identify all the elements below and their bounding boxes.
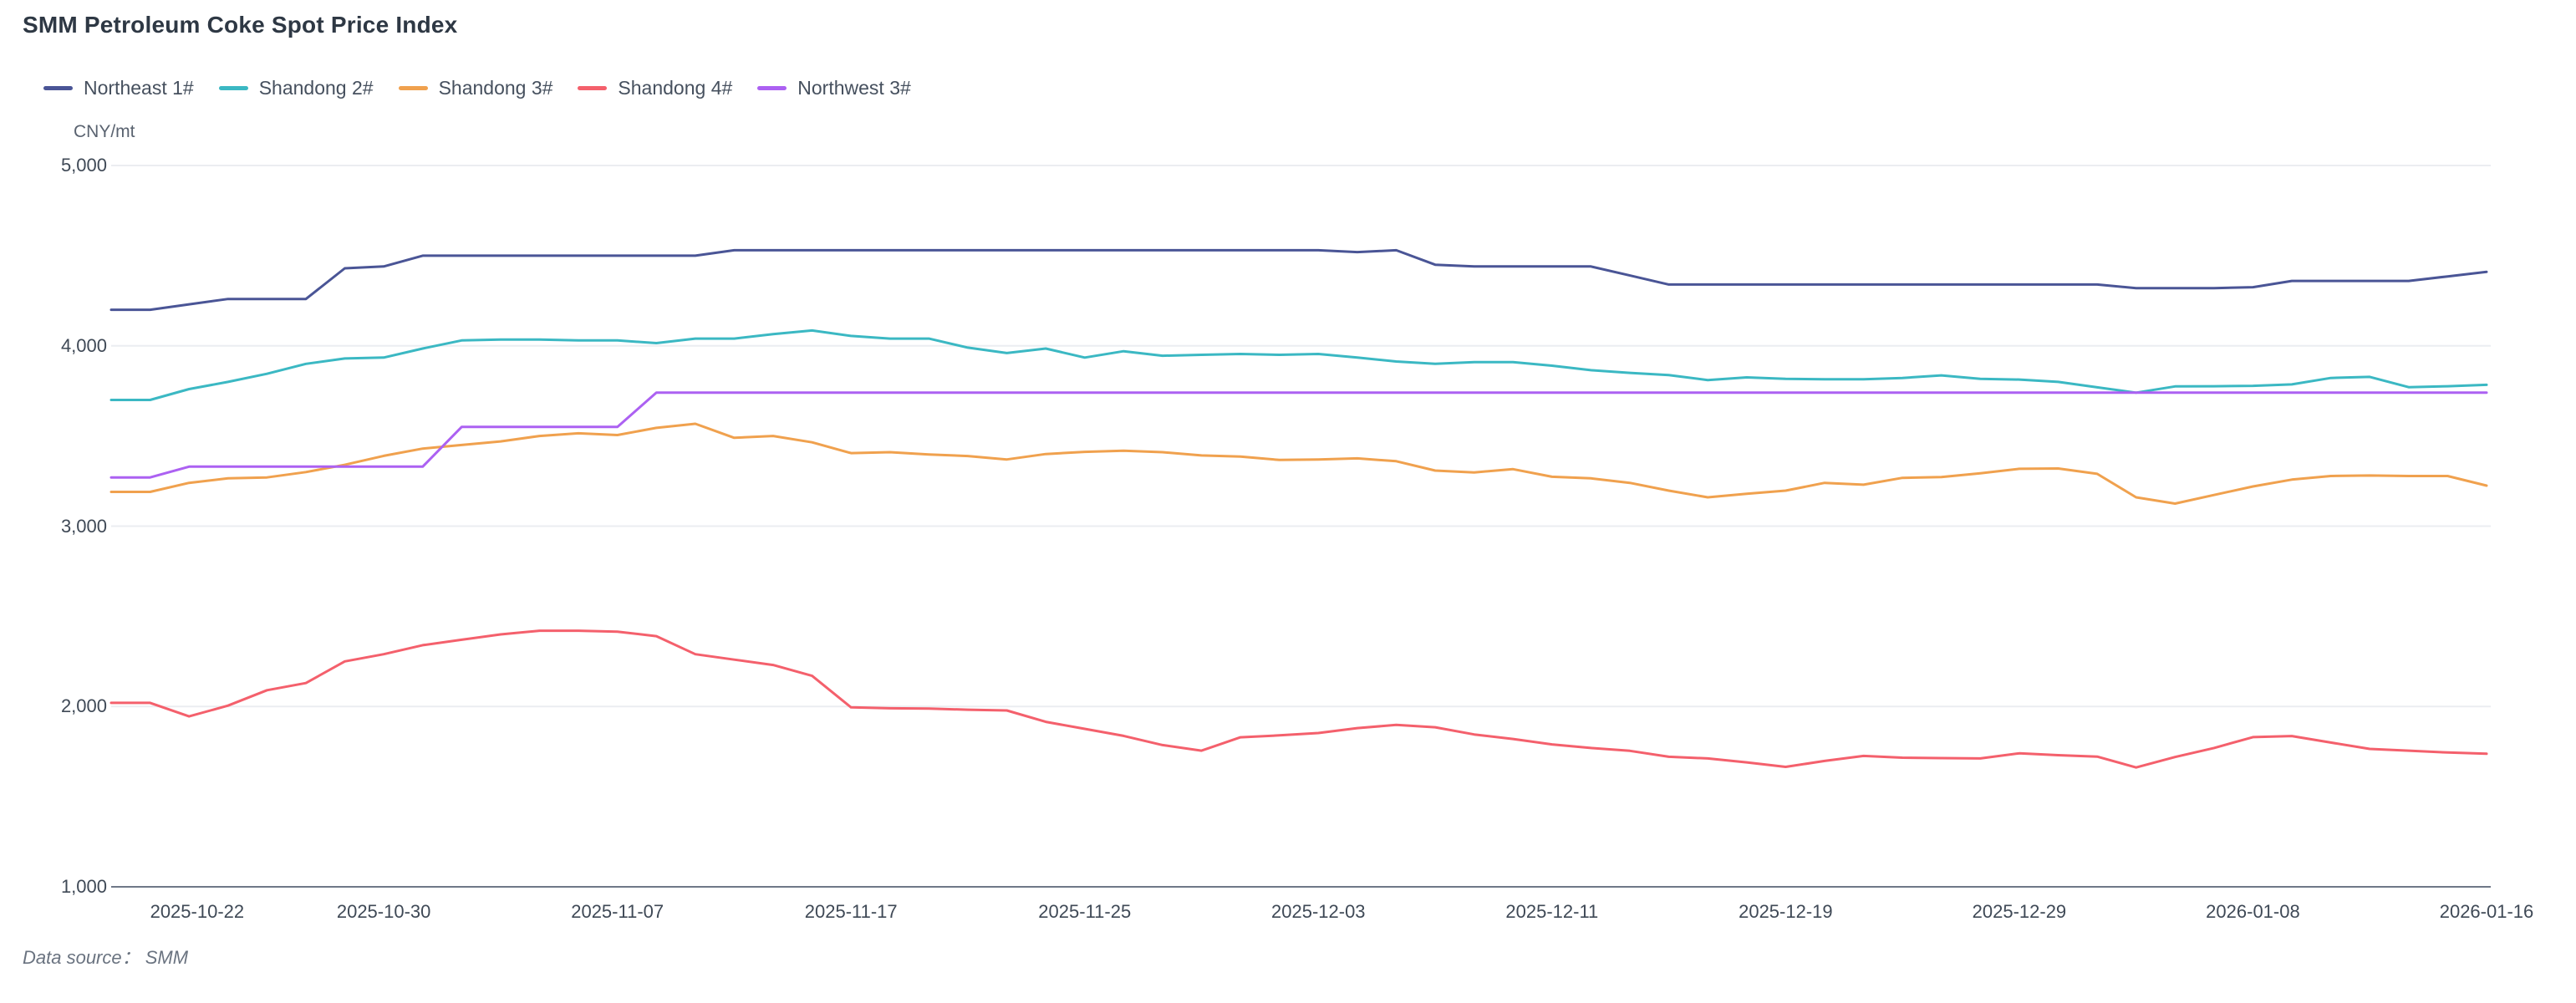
legend-item-label: Northwest 3# [797,77,911,99]
x-axis-label: 2025-11-17 [804,901,898,922]
legend-item-northeast-1[interactable]: Northeast 1# [43,77,194,99]
x-axis-label: 2025-10-22 [150,901,245,922]
legend-line-swatch-icon [757,86,787,90]
y-axis-label: 3,000 [60,515,107,537]
x-axis-label: 2026-01-16 [2439,901,2534,922]
legend-item-label: Shandong 3# [438,77,553,99]
legend-item-shandong-2[interactable]: Shandong 2# [218,77,374,99]
x-axis-label: 2025-11-25 [1038,901,1132,922]
legend-item-label: Shandong 4# [618,77,733,99]
y-axis-label: 5,000 [60,155,107,176]
legend-item-label: Shandong 2# [258,77,374,99]
series-line-shandong-4 [109,629,2488,769]
series-line-northwest-3 [109,391,2488,479]
series-line-shandong-3 [109,422,2488,505]
data-source-note: Data source： SMM [23,947,189,968]
y-axis-label: 1,000 [60,876,107,897]
legend-item-northwest-3[interactable]: Northwest 3# [757,77,911,99]
x-axis-label: 2025-12-11 [1505,901,1599,922]
x-axis-label: 2025-11-07 [571,901,664,922]
legend-line-swatch-icon [398,86,428,90]
y-axis-label: 4,000 [60,334,107,356]
legend-item-shandong-3[interactable]: Shandong 3# [398,77,553,99]
legend-item-shandong-4[interactable]: Shandong 4# [578,77,732,99]
y-axis-unit-label: CNY/mt [74,122,135,141]
page-title: SMM Petroleum Coke Spot Price Index [23,12,458,38]
series-line-shandong-2 [109,328,2488,401]
legend-line-swatch-icon [578,86,608,90]
legend: Northeast 1# Shandong 2# Shandong 3# Sha… [43,77,911,99]
x-axis-label: 2025-12-03 [1271,901,1366,922]
legend-item-label: Northeast 1# [84,77,194,99]
x-axis-label: 2025-10-30 [336,901,431,922]
x-axis-label: 2025-12-29 [1972,901,2067,922]
legend-line-swatch-icon [218,86,248,90]
series-line-northeast-1 [109,248,2488,312]
legend-line-swatch-icon [43,86,73,90]
x-axis-label: 2026-01-08 [2206,901,2300,922]
x-axis-label: 2025-12-19 [1739,901,1833,922]
y-axis-label: 2,000 [60,695,107,717]
